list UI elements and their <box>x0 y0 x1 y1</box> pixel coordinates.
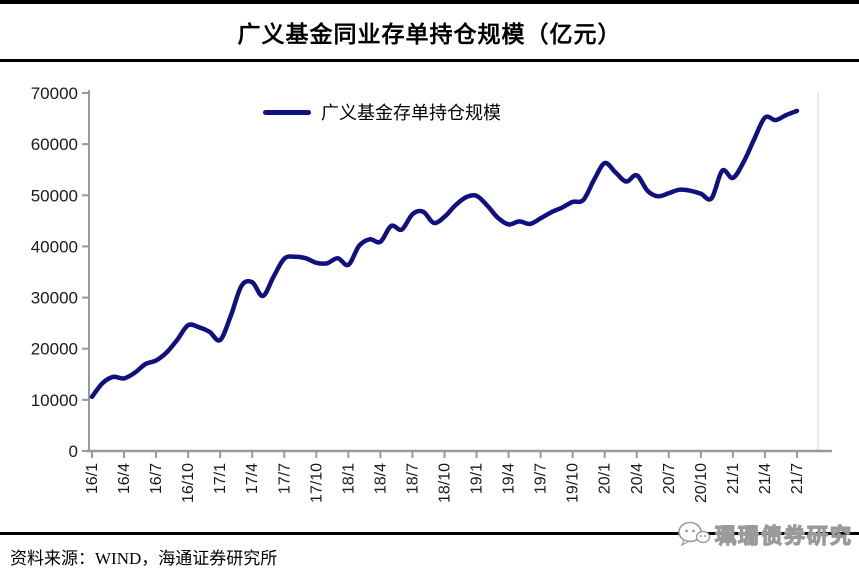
legend: 广义基金存单持仓规模 <box>263 99 501 125</box>
x-tick-label: 21/4 <box>757 463 774 494</box>
legend-label: 广义基金存单持仓规模 <box>321 103 501 123</box>
x-tick-label: 21/1 <box>725 463 742 494</box>
x-tick-label: 19/1 <box>469 463 486 494</box>
chart-header: 广义基金同业存单持仓规模（亿元） <box>0 0 859 62</box>
x-tick-label: 16/4 <box>116 463 133 494</box>
x-tick-label: 17/1 <box>212 463 229 494</box>
source-note: 资料来源：WIND，海通证券研究所 <box>10 549 278 568</box>
x-tick-label: 18/1 <box>340 463 357 494</box>
line-chart: 0 10000 20000 30000 40000 50000 60000 70000 16/1… <box>31 84 832 503</box>
x-tick-label: 19/10 <box>565 463 582 503</box>
y-tick-label: 20000 <box>31 340 78 359</box>
x-tick-label: 20/1 <box>597 463 614 494</box>
x-tick-label: 20/10 <box>693 463 710 503</box>
x-tick-label: 19/7 <box>533 463 550 494</box>
x-tick-label: 20/4 <box>629 463 646 494</box>
y-tick-label: 50000 <box>31 186 78 205</box>
x-tick-label: 21/7 <box>789 463 806 494</box>
legend-line-swatch <box>263 109 311 115</box>
chart-footer: 资料来源：WIND，海通证券研究所 珮珊债券研究 <box>0 521 859 582</box>
y-tick-label: 0 <box>69 442 78 461</box>
x-tick-label: 17/10 <box>308 463 325 503</box>
chart-title: 广义基金同业存单持仓规模（亿元） <box>237 21 622 47</box>
x-tick-label: 16/7 <box>148 463 165 494</box>
x-tick-label: 19/4 <box>501 463 518 494</box>
x-tick-label: 20/7 <box>661 463 678 494</box>
y-tick-label: 30000 <box>31 289 78 308</box>
x-tick-label: 16/10 <box>180 463 197 503</box>
y-tick-label: 60000 <box>31 135 78 154</box>
y-tick-label: 10000 <box>31 391 78 410</box>
chart-area: 0 10000 20000 30000 40000 50000 60000 70000 16/1… <box>0 62 859 532</box>
series-line-广义基金存单持仓规模 <box>89 108 800 400</box>
y-tick-label: 70000 <box>31 84 78 103</box>
x-tick-label: 17/4 <box>244 463 261 494</box>
x-tick-label: 17/7 <box>276 463 293 494</box>
x-tick-label: 18/10 <box>437 463 454 503</box>
y-tick-label: 40000 <box>31 237 78 256</box>
x-tick-label: 18/4 <box>372 463 389 494</box>
x-tick-label: 18/7 <box>404 463 421 494</box>
x-tick-label: 16/1 <box>84 463 101 494</box>
